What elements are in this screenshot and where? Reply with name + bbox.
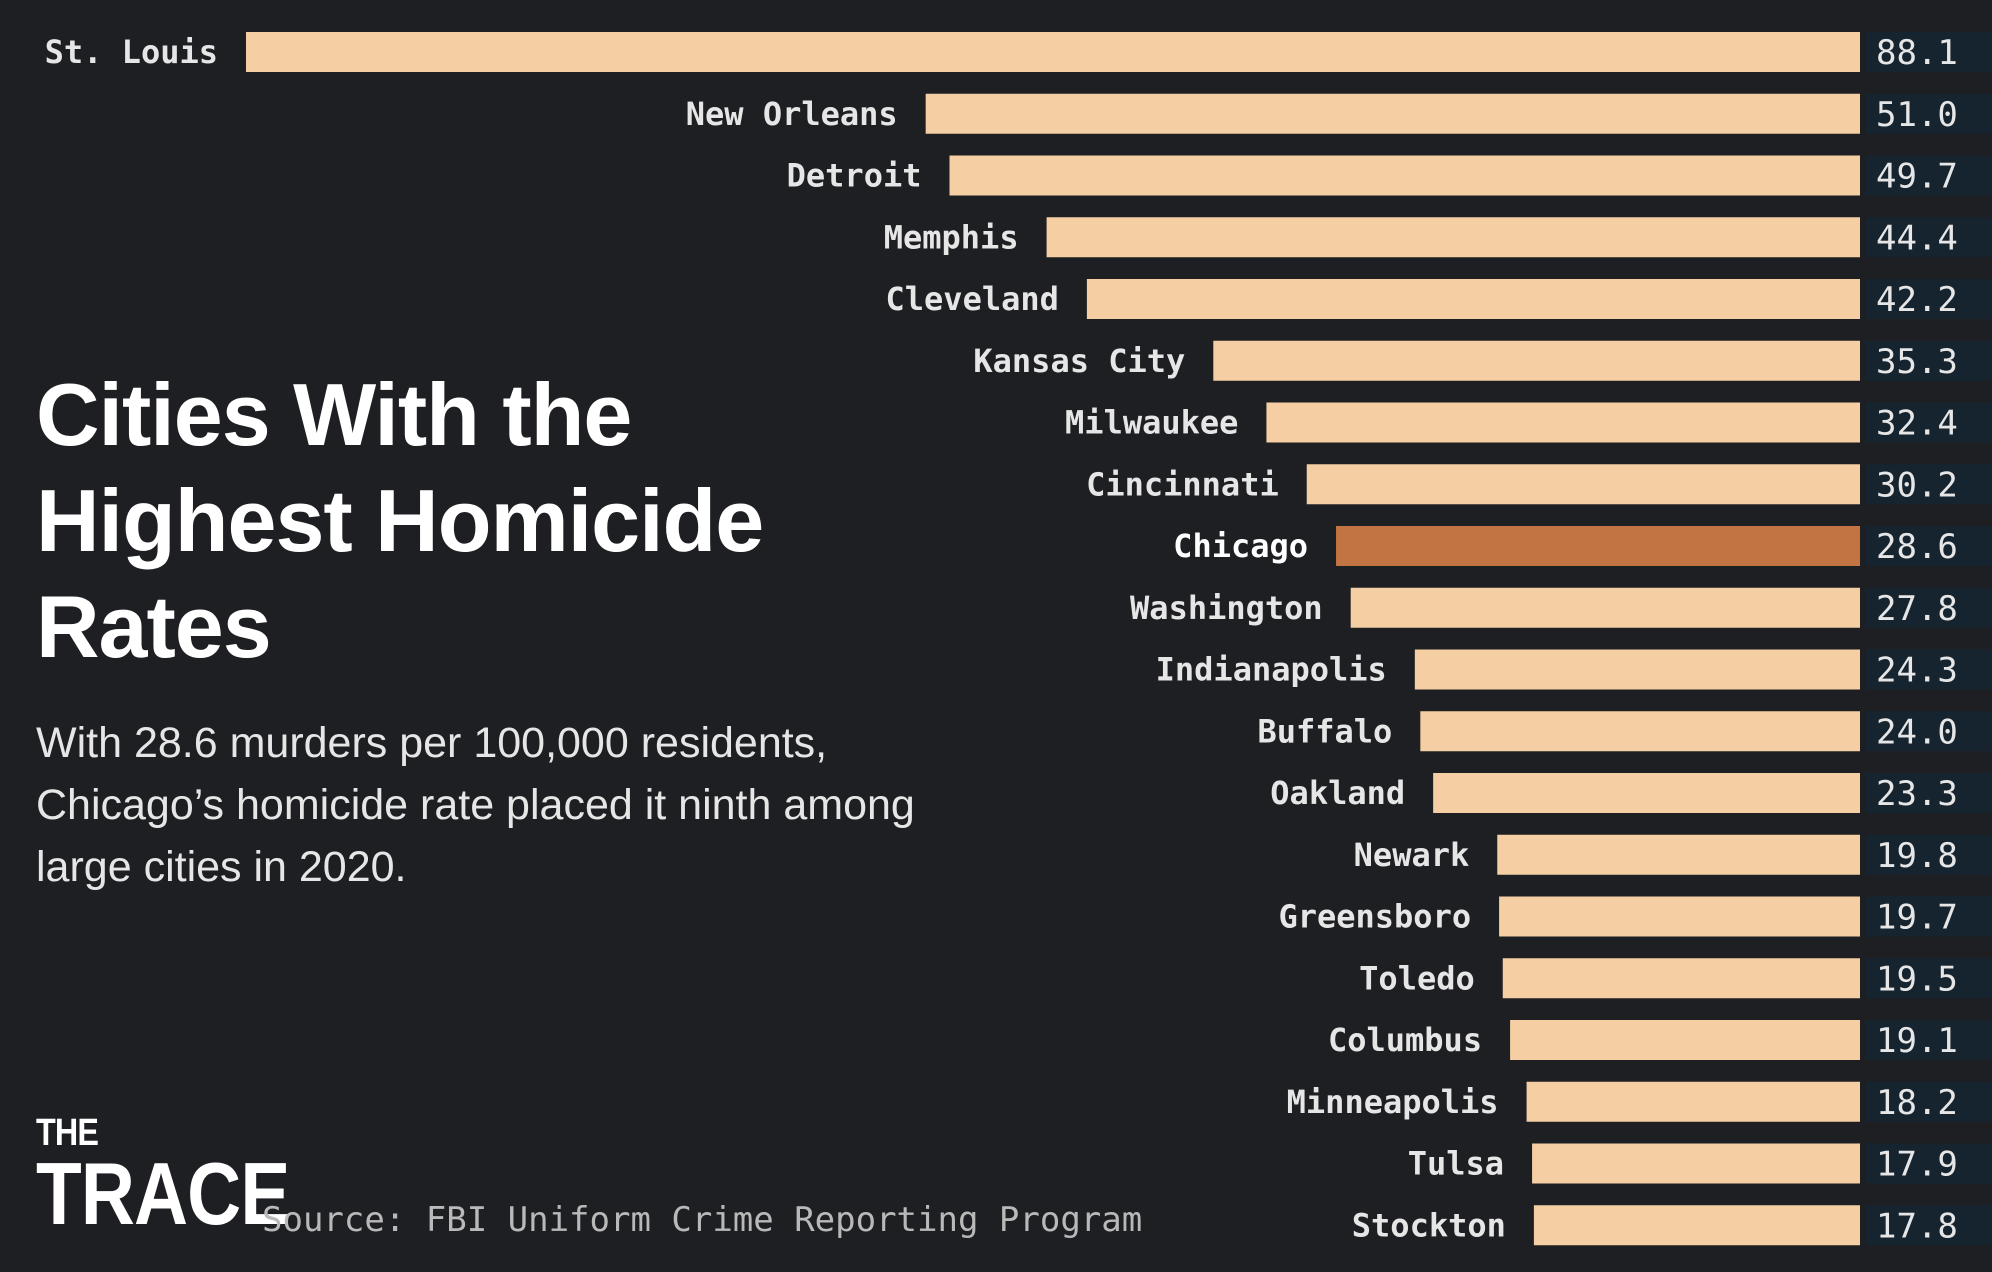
- value-label: 24.0: [1876, 712, 1958, 752]
- bar-stockton: [1533, 1205, 1860, 1246]
- bar-milwaukee: [1266, 402, 1860, 443]
- city-label: Buffalo: [1257, 712, 1392, 750]
- bar-st-louis: [246, 32, 1860, 72]
- value-label: 88.1: [1876, 33, 1958, 73]
- city-label: Columbus: [1328, 1021, 1482, 1059]
- value-box: [1866, 1081, 1992, 1122]
- value-label: 42.2: [1876, 280, 1958, 320]
- city-label: Detroit: [787, 157, 922, 195]
- value-box: [1866, 587, 1992, 628]
- bar-newark: [1497, 834, 1860, 875]
- bar-cleveland: [1086, 279, 1860, 319]
- logo-line-2: TRACE: [36, 1144, 290, 1243]
- value-box: [1866, 526, 1992, 566]
- bar-washington: [1350, 587, 1860, 628]
- city-label: Indianapolis: [1156, 651, 1387, 689]
- value-box: [1866, 340, 1992, 381]
- value-box: [1866, 896, 1992, 937]
- value-box: [1866, 773, 1992, 813]
- city-label: Oakland: [1270, 774, 1405, 812]
- city-label: Toledo: [1359, 959, 1475, 997]
- value-box: [1866, 32, 1992, 72]
- city-label: Memphis: [884, 218, 1019, 256]
- city-label: Milwaukee: [1065, 404, 1238, 442]
- value-label: 30.2: [1876, 465, 1958, 505]
- value-box: [1866, 93, 1992, 134]
- city-label: Newark: [1354, 836, 1470, 874]
- bar-new-orleans: [925, 93, 1860, 134]
- city-label: Washington: [1130, 589, 1323, 627]
- value-box: [1866, 834, 1992, 875]
- city-label: Cleveland: [886, 280, 1059, 318]
- value-box: [1866, 402, 1992, 443]
- value-label: 49.7: [1876, 157, 1958, 197]
- the-trace-logo: THE TRACE: [36, 1114, 334, 1238]
- bar-columbus: [1510, 1020, 1860, 1060]
- bar-greensboro: [1499, 896, 1860, 937]
- value-box: [1866, 1020, 1992, 1060]
- value-label: 32.4: [1876, 404, 1958, 444]
- city-label: Stockton: [1352, 1206, 1506, 1244]
- value-label: 17.8: [1876, 1206, 1958, 1246]
- bar-cincinnati: [1306, 464, 1860, 505]
- value-label: 24.3: [1876, 651, 1958, 691]
- city-label: Kansas City: [973, 342, 1185, 380]
- city-label: Tulsa: [1408, 1145, 1504, 1183]
- bar-buffalo: [1420, 711, 1860, 752]
- value-box: [1866, 1143, 1992, 1184]
- chart-title: Cities With the Highest Homicide Rates: [36, 365, 764, 676]
- bar-minneapolis: [1526, 1081, 1860, 1122]
- value-box: [1866, 217, 1992, 258]
- bar-kansas-city: [1213, 340, 1860, 381]
- value-box: [1866, 711, 1992, 752]
- bar-memphis: [1046, 217, 1860, 258]
- value-label: 19.8: [1876, 836, 1958, 876]
- value-box: [1866, 464, 1992, 505]
- city-label: Greensboro: [1278, 898, 1471, 936]
- value-label: 19.7: [1876, 898, 1958, 938]
- value-label: 27.8: [1876, 589, 1958, 629]
- city-label: New Orleans: [686, 95, 898, 133]
- value-label: 28.6: [1876, 527, 1958, 567]
- city-label: Minneapolis: [1287, 1083, 1499, 1121]
- bar-chicago: [1336, 526, 1860, 566]
- value-label: 19.1: [1876, 1021, 1958, 1061]
- chart-subtitle: With 28.6 murders per 100,000 residents,…: [36, 719, 915, 891]
- value-label: 44.4: [1876, 218, 1958, 258]
- value-label: 23.3: [1876, 774, 1958, 814]
- bar-indianapolis: [1414, 649, 1860, 690]
- bar-toledo: [1502, 958, 1860, 999]
- value-box: [1866, 649, 1992, 690]
- city-label: Cincinnati: [1086, 465, 1279, 503]
- bar-detroit: [949, 155, 1860, 196]
- value-box: [1866, 155, 1992, 196]
- bar-oakland: [1433, 773, 1860, 813]
- value-label: 17.9: [1876, 1145, 1958, 1185]
- value-box: [1866, 279, 1992, 319]
- value-label: 19.5: [1876, 959, 1958, 999]
- value-label: 18.2: [1876, 1083, 1958, 1123]
- value-box: [1866, 958, 1992, 999]
- value-label: 35.3: [1876, 342, 1958, 382]
- city-label: St. Louis: [45, 33, 218, 71]
- city-label: Chicago: [1173, 527, 1308, 565]
- bar-tulsa: [1532, 1143, 1860, 1184]
- value-box: [1866, 1205, 1992, 1246]
- value-label: 51.0: [1876, 95, 1958, 135]
- source-note: Source: FBI Uniform Crime Reporting Prog…: [262, 1200, 1143, 1240]
- logo-line-1: THE: [36, 1112, 99, 1154]
